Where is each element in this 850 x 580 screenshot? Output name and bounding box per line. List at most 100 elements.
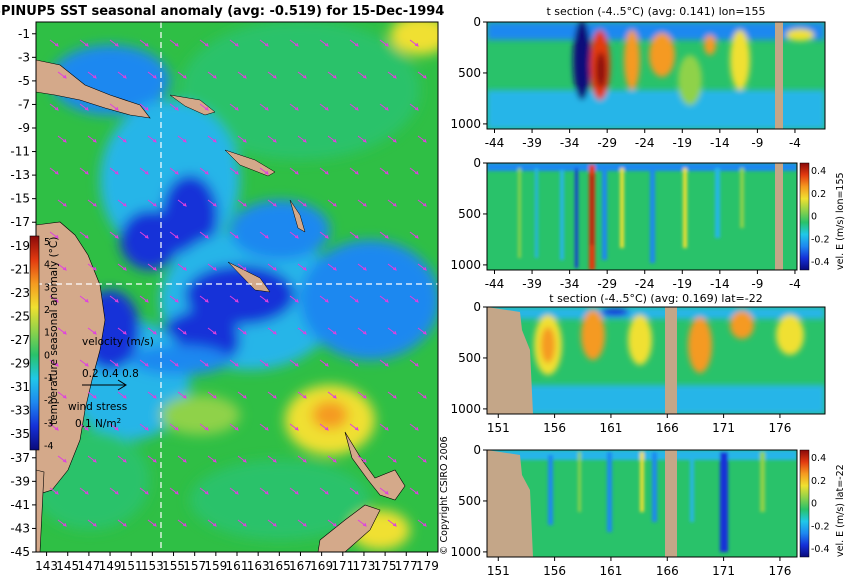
wind-arrow-icon (409, 359, 419, 367)
wind-arrow-icon (379, 295, 389, 303)
wind-arrow-icon (349, 359, 359, 367)
wind-arrow-icon (207, 263, 217, 271)
wind-arrow-icon (49, 359, 59, 367)
wind-arrow-icon (229, 423, 239, 431)
vel-colorbar-tick-label: 0.2 (811, 476, 826, 487)
map-colorbar-tick-label: -1 (44, 373, 53, 384)
wind-arrow-icon (409, 231, 419, 239)
wind-arrow-icon (147, 327, 157, 335)
velocity-arrow-icon (82, 379, 127, 391)
wind-arrow-icon (199, 103, 209, 111)
panel-x-tick-label: -4 (789, 136, 801, 150)
wind-arrow-icon (79, 39, 89, 47)
wind-arrow-icon (259, 167, 269, 175)
wind-arrow-icon (87, 263, 97, 271)
wind-arrow-icon (169, 423, 179, 431)
wind-arrow-icon (349, 231, 359, 239)
panel-y-tick-label: 1000 (450, 402, 481, 416)
map-x-tick-label: 151 (120, 559, 143, 573)
map-area (36, 22, 438, 552)
wind-arrow-icon (229, 39, 239, 47)
panel-temp-lon: t section (-4..5°C) (avg: 0.141) lon=155… (450, 5, 826, 150)
wind-arrow-icon (327, 263, 337, 271)
wind-arrow-icon (57, 391, 67, 399)
wind-arrow-icon (177, 327, 187, 335)
wind-arrow-icon (267, 327, 277, 335)
wind-arrow-icon (417, 455, 427, 463)
section-field (487, 22, 825, 129)
wind-arrow-icon (289, 39, 299, 47)
wind-arrow-icon (357, 135, 367, 143)
wind-arrow-icon (327, 391, 337, 399)
wind-arrow-icon (139, 103, 149, 111)
wind-arrow-icon (327, 327, 337, 335)
land-island (289, 199, 306, 233)
wind-arrow-icon (207, 135, 217, 143)
map-y-tick-label: -1 (18, 27, 30, 41)
map-x-tick-label: 179 (416, 559, 439, 573)
panel-x-tick-label: -29 (597, 277, 617, 291)
wind-arrow-icon (57, 135, 67, 143)
panel-x-tick-label: -19 (672, 136, 692, 150)
wind-arrow-icon (177, 455, 187, 463)
wind-arrow-icon (327, 519, 337, 527)
wind-arrow-icon (117, 327, 127, 335)
wind-arrow-icon (207, 199, 217, 207)
panel-title: t section (-4..5°C) (avg: 0.169) lat=-22 (549, 292, 762, 305)
wind-arrow-icon (199, 487, 209, 495)
wind-arrow-icon (49, 39, 59, 47)
wind-arrow-icon (169, 487, 179, 495)
wind-arrow-icon (357, 199, 367, 207)
wind-arrow-icon (79, 167, 89, 175)
wind-arrow-icon (349, 39, 359, 47)
wind-stress-scale: 0.1 N/m2 (75, 417, 121, 430)
wind-arrow-icon (327, 455, 337, 463)
vel-colorbar-tick-label: -0.4 (811, 257, 830, 268)
panel-x-tick-label: -24 (635, 277, 655, 291)
wind-arrow-icon (327, 135, 337, 143)
panel-x-tick-label: 171 (712, 421, 735, 435)
panel-x-tick-label: 166 (656, 564, 679, 578)
map-y-tick-label: -21 (10, 262, 30, 276)
wind-arrow-icon (349, 487, 359, 495)
panel-x-tick-label: 176 (768, 564, 791, 578)
map-y-tick-label: -39 (10, 474, 30, 488)
wind-arrow-icon (87, 135, 97, 143)
wind-arrow-icon (177, 199, 187, 207)
map-colorbar: 5 4 3 2 1 0 -1 -2 -3 -4 temperature seasonal anom… (29, 235, 60, 452)
map-x-tick-label: 163 (247, 559, 270, 573)
map-x-tick-label: 169 (310, 559, 333, 573)
wind-arrow-icon (379, 359, 389, 367)
wind-arrow-icon (319, 103, 329, 111)
panel-x-tick-label: -39 (522, 136, 542, 150)
wind-arrow-icon (297, 519, 307, 527)
wind-arrow-icon (409, 295, 419, 303)
panel-frame (486, 449, 798, 558)
wind-arrow-icon (139, 295, 149, 303)
wind-arrow-icon (169, 39, 179, 47)
map-y-tick-label: -41 (10, 498, 30, 512)
map-colorbar-tick-label: 3 (44, 282, 50, 293)
map-y-tick-label: -35 (10, 427, 30, 441)
wind-arrow-icon (387, 391, 397, 399)
wind-arrow-icon (207, 327, 217, 335)
wind-arrow-icon (319, 231, 329, 239)
wind-arrow-icon (117, 391, 127, 399)
wind-arrow-icon (289, 359, 299, 367)
map-y-tick-label: -3 (18, 50, 30, 64)
map-x-tick-label: 147 (77, 559, 100, 573)
wind-arrow-icon (49, 167, 59, 175)
wind-arrow-icon (169, 103, 179, 111)
map-y-axis: -1 -3 -5 -7 -9 -11 -13 -15 -17 -19 -21 -23 -25 -27 -29… (10, 27, 36, 559)
wind-arrow-icon (49, 103, 59, 111)
map-y-tick-label: -19 (10, 239, 30, 253)
wind-arrow-icon (259, 103, 269, 111)
wind-arrow-icon (57, 199, 67, 207)
panel-x-tick-label: -44 (485, 136, 505, 150)
vel-colorbar-tick-label: 0 (811, 212, 817, 223)
wind-arrow-icon (87, 391, 97, 399)
map-y-tick-label: -23 (10, 286, 30, 300)
panel-vel-lon: 0 500 1000 -44 -39 -34 -29 -24 -19 -14 -9 -4 0.4 0.… (450, 156, 846, 291)
panel-x-tick-label: 156 (543, 564, 566, 578)
map-x-tick-label: 149 (99, 559, 122, 573)
